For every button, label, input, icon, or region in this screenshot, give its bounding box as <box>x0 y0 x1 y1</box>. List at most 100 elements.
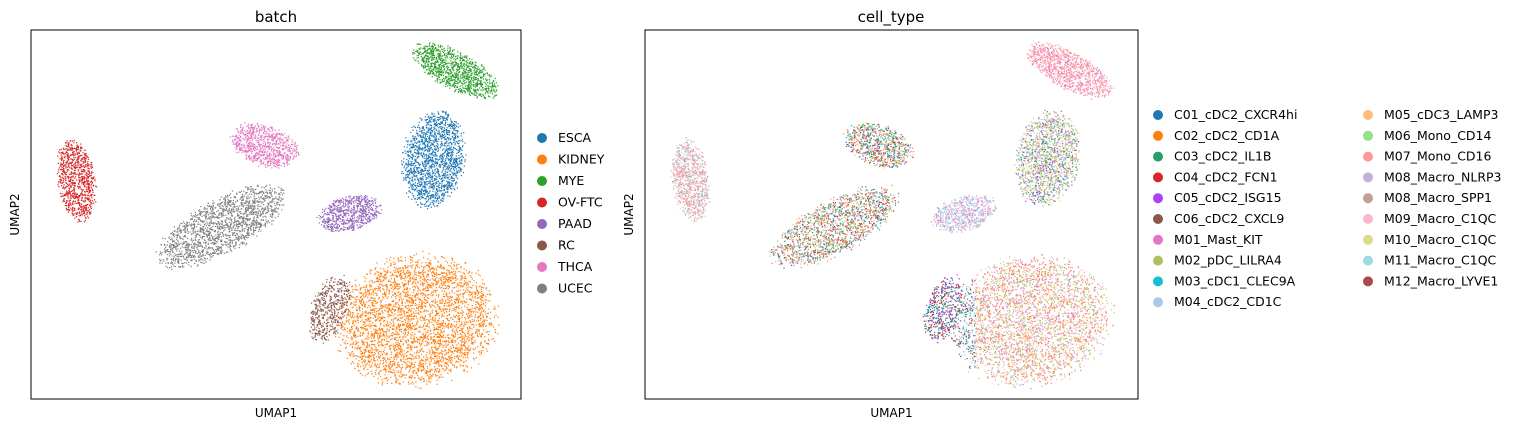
legend-item: RC <box>537 238 575 253</box>
scatter-cluster <box>922 274 966 344</box>
legend-label: M12_Macro_LYVE1 <box>1384 273 1498 288</box>
legend-label: M07_Mono_CD16 <box>1384 149 1491 164</box>
scatter-series-PAAD <box>316 194 383 233</box>
legend-item: OV-FTC <box>537 195 603 210</box>
legend-marker <box>1153 130 1163 141</box>
chart-title: batch <box>255 8 297 26</box>
scatter-cluster <box>769 184 900 269</box>
legend-item: M04_cDC2_CD1C <box>1153 294 1282 309</box>
legend-label: M11_Macro_C1QC <box>1384 253 1497 268</box>
legend-marker <box>1153 255 1163 266</box>
legend-label: PAAD <box>558 216 592 231</box>
legend-item: C02_cDC2_CD1A <box>1153 128 1280 143</box>
legend-marker <box>1363 172 1373 183</box>
y-axis-label: UMAP2 <box>622 193 636 235</box>
legend-marker <box>1363 130 1373 141</box>
legend-item: C04_cDC2_FCN1 <box>1153 169 1278 184</box>
legend-label: C04_cDC2_FCN1 <box>1174 169 1278 184</box>
legend-item: ESCA <box>537 130 592 145</box>
legend-label: OV-FTC <box>558 195 603 210</box>
legend-label: M06_Mono_CD14 <box>1384 128 1491 143</box>
legend-label: M05_cDC3_LAMP3 <box>1384 107 1498 122</box>
legend-label: THCA <box>557 259 593 274</box>
legend-marker <box>537 133 547 143</box>
legend-marker <box>1153 214 1163 224</box>
legend-label: KIDNEY <box>558 152 605 167</box>
scatter-cluster <box>1026 41 1115 100</box>
legend-label: M08_Macro_SPP1 <box>1384 190 1492 205</box>
legend-marker <box>1363 214 1373 224</box>
scatter-cluster <box>670 137 711 223</box>
legend-marker <box>1363 234 1373 245</box>
legend-item: M05_cDC3_LAMP3 <box>1363 107 1498 122</box>
legend-item: C03_cDC2_IL1B <box>1153 149 1272 164</box>
legend-marker <box>537 240 547 251</box>
legend-item: M03_cDC1_CLEC9A <box>1153 273 1296 288</box>
plot-frame <box>644 29 1139 400</box>
scatter-series-RC <box>309 274 351 344</box>
scatter-series-OV-FTC <box>56 139 98 223</box>
legend-label: C02_cDC2_CD1A <box>1174 128 1280 143</box>
legend-marker <box>1153 110 1163 120</box>
legend-label: RC <box>558 238 575 253</box>
legend-item: MYE <box>537 173 584 188</box>
legend-label: MYE <box>558 173 584 188</box>
legend-label: C06_cDC2_CXCL9 <box>1174 211 1284 226</box>
legend-marker <box>537 283 547 294</box>
legend-item: PAAD <box>537 216 592 231</box>
legend-item: M11_Macro_C1QC <box>1363 253 1497 268</box>
legend-item: M08_Macro_SPP1 <box>1363 190 1492 205</box>
chart-panel-cell_type: cell_type UMAP1 UMAP2 C01_cDC2_CXCR4hi C02_c… <box>622 8 1502 420</box>
y-axis-label: UMAP2 <box>8 193 22 235</box>
x-axis-label: UMAP1 <box>255 406 297 420</box>
legend-item: M07_Mono_CD16 <box>1363 149 1491 164</box>
legend-marker <box>1363 255 1373 266</box>
plot-frame <box>30 29 522 400</box>
legend-label: M03_cDC1_CLEC9A <box>1174 273 1296 288</box>
scatter-cluster <box>930 194 997 234</box>
legend-marker <box>1363 193 1373 204</box>
legend-marker <box>1363 276 1373 287</box>
legend-marker <box>1153 297 1163 308</box>
legend-item: THCA <box>537 259 593 274</box>
legend-marker <box>537 219 547 229</box>
legend-marker <box>1153 234 1163 245</box>
x-axis-label: UMAP1 <box>870 406 912 420</box>
scatter-series-UCEC <box>155 184 285 271</box>
legend-label: M10_Macro_C1QC <box>1384 232 1497 247</box>
scatter-points <box>56 42 500 389</box>
scatter-series-ESCA <box>401 110 467 210</box>
legend-label: M08_Macro_NLRP3 <box>1384 169 1502 184</box>
legend-marker <box>1153 151 1163 162</box>
legend-label: C01_cDC2_CXCR4hi <box>1174 107 1297 122</box>
scatter-series-MYE <box>412 42 499 100</box>
legend-marker <box>1153 276 1163 287</box>
legend-item: M10_Macro_C1QC <box>1363 232 1497 247</box>
legend-marker <box>537 176 547 186</box>
legend-item: M01_Mast_KIT <box>1153 232 1263 247</box>
legend-item: C06_cDC2_CXCL9 <box>1153 211 1284 226</box>
legend: C01_cDC2_CXCR4hi C02_cDC2_CD1A C03_cDC2_IL… <box>1153 107 1502 309</box>
scatter-cluster <box>948 253 1115 390</box>
legend-marker <box>537 197 547 208</box>
legend-label: ESCA <box>558 130 592 145</box>
legend-marker <box>1363 151 1373 162</box>
legend-item: M12_Macro_LYVE1 <box>1363 273 1498 288</box>
legend-item: M08_Macro_NLRP3 <box>1363 169 1502 184</box>
legend-label: M04_cDC2_CD1C <box>1174 294 1282 309</box>
scatter-points <box>670 41 1115 390</box>
scatter-series-KIDNEY <box>333 250 500 389</box>
legend-label: M02_pDC_LILRA4 <box>1174 253 1282 268</box>
legend-item: M02_pDC_LILRA4 <box>1153 253 1282 268</box>
legend-marker <box>537 154 547 165</box>
legend-label: C03_cDC2_IL1B <box>1174 149 1272 164</box>
scatter-cluster <box>842 122 915 169</box>
legend-marker <box>1153 193 1163 204</box>
legend-item: UCEC <box>537 281 593 296</box>
legend-marker <box>1153 172 1163 183</box>
legend-label: UCEC <box>558 281 593 296</box>
legend-label: M01_Mast_KIT <box>1174 232 1263 247</box>
chart-panel-batch: batch UMAP1 UMAP2 ESCA KIDNEY MYE OV-FTC PAAD RC… <box>8 8 605 420</box>
legend-item: M09_Macro_C1QC <box>1363 211 1497 226</box>
